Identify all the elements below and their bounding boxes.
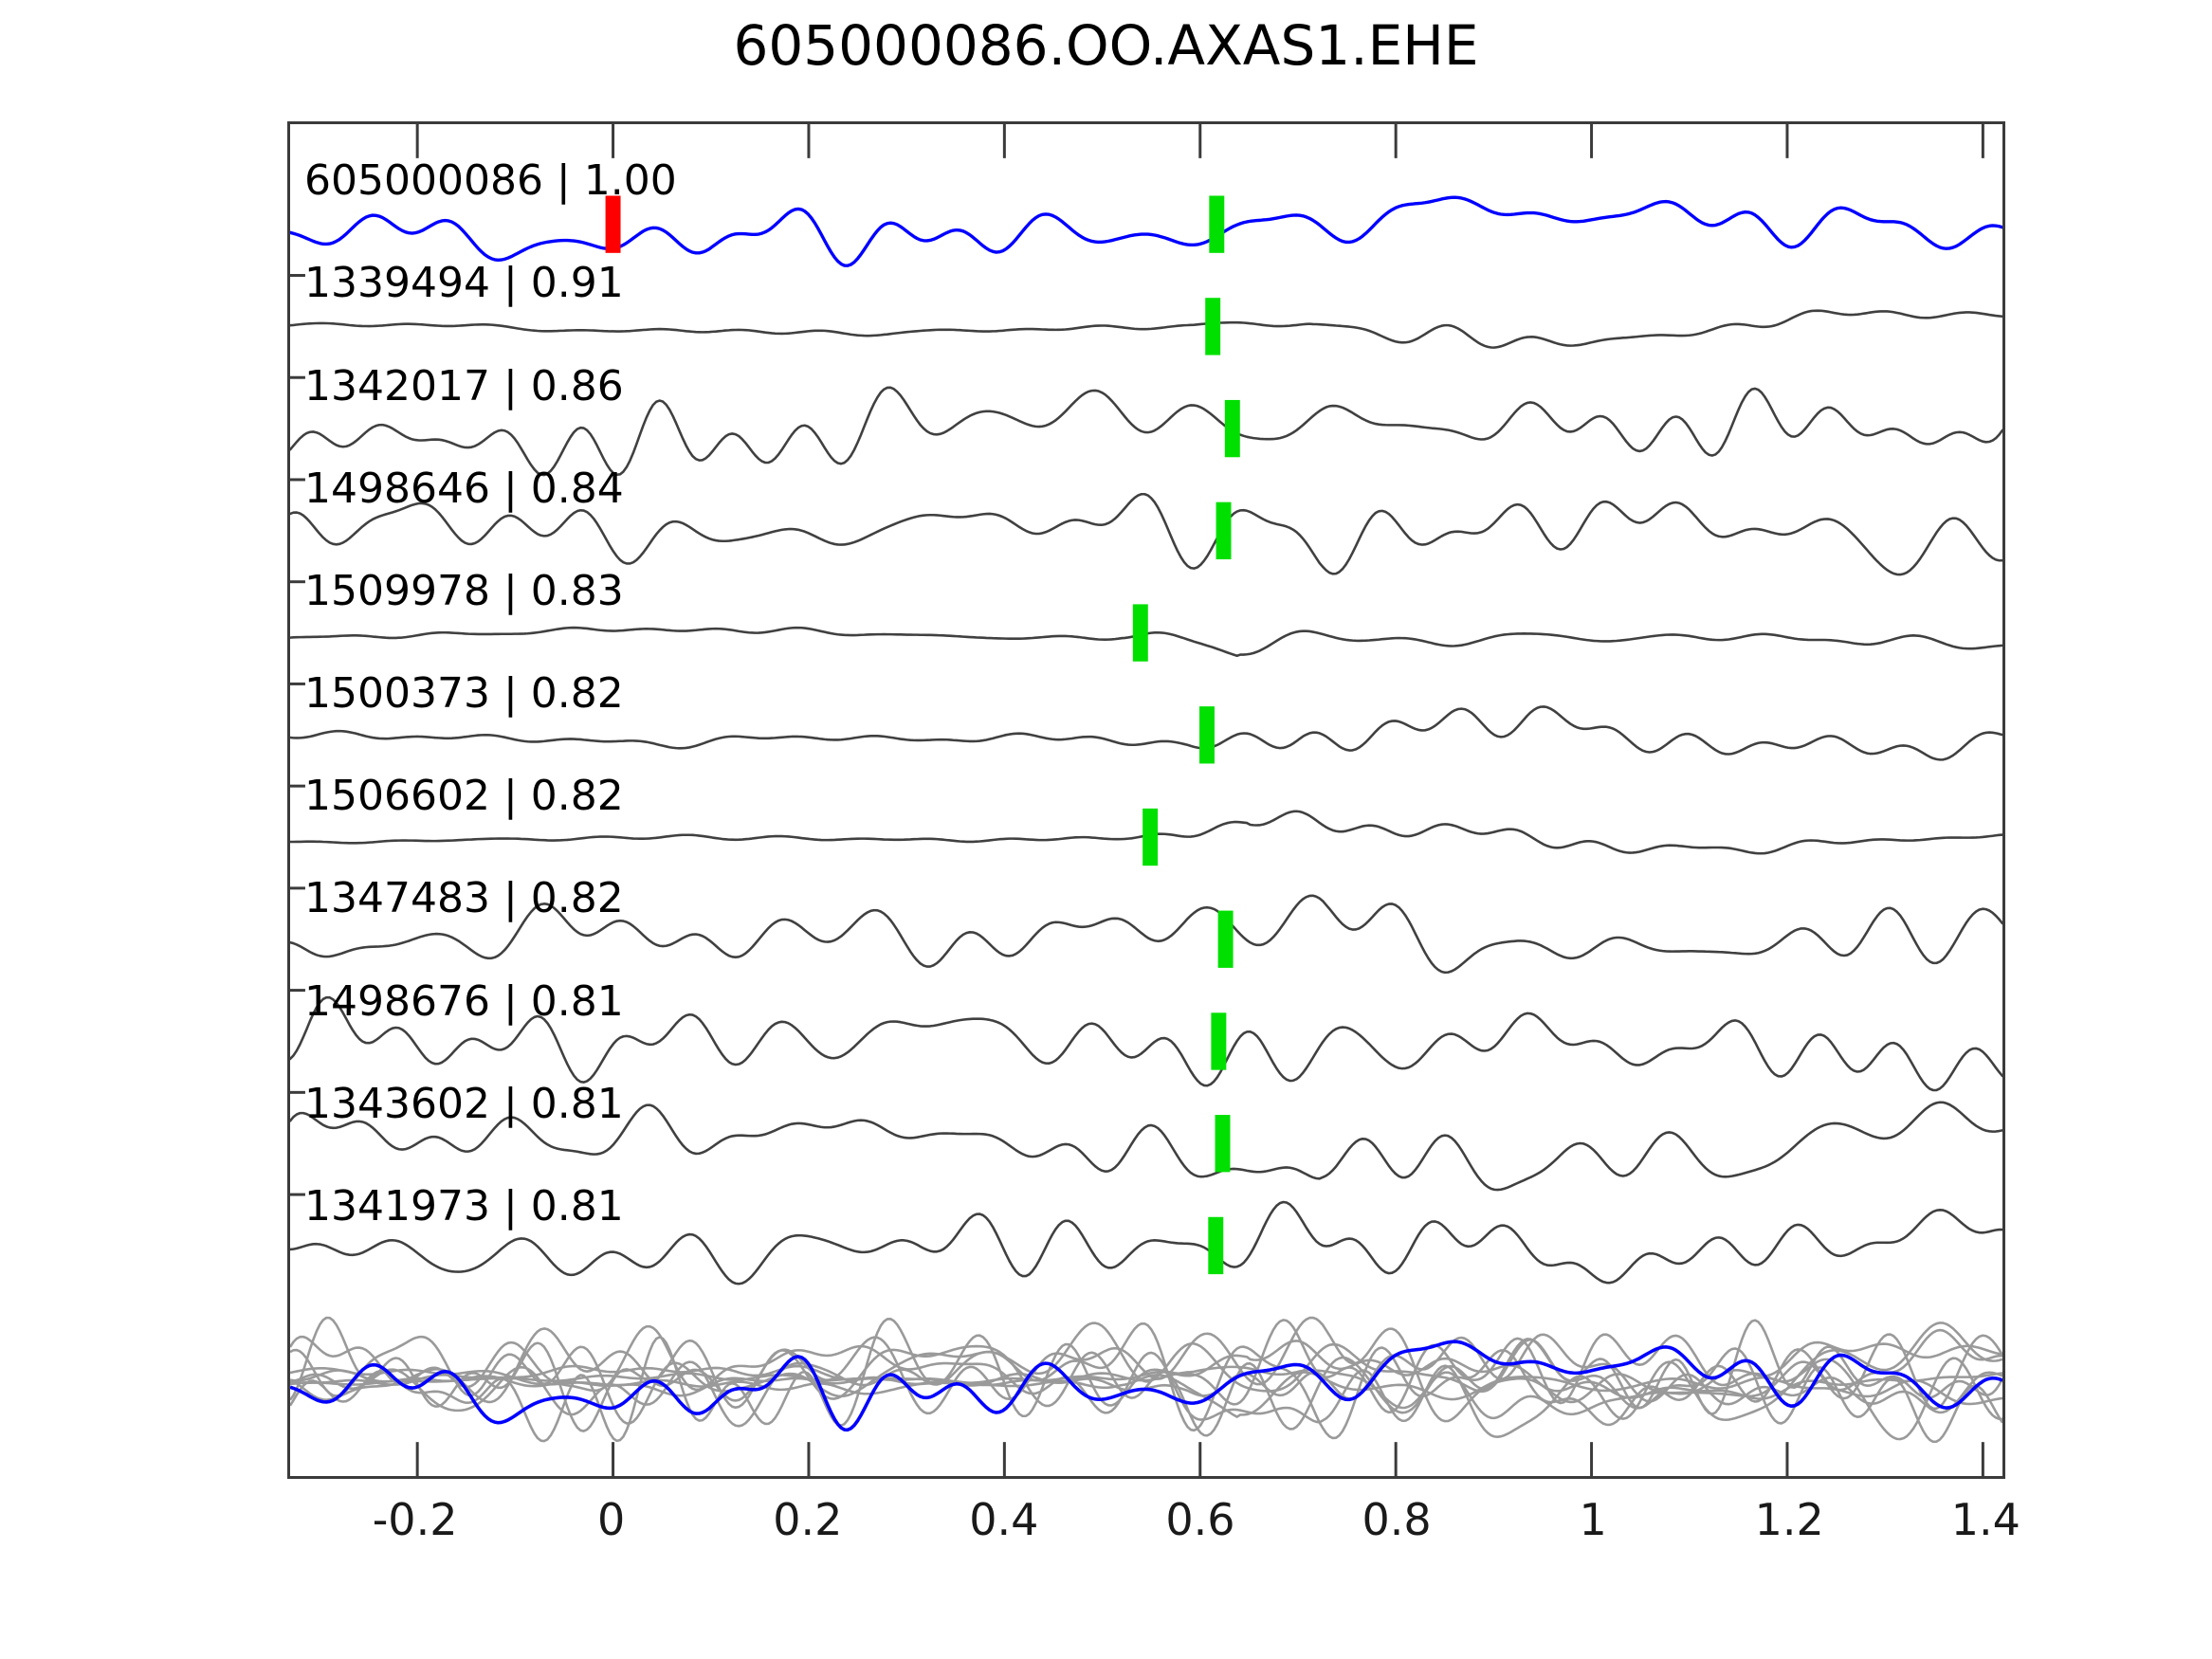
trace-label: 1509978 | 0.83 [304,566,624,615]
pick-marker [1215,1115,1231,1173]
trace-label: 1341973 | 0.81 [304,1182,624,1231]
trace-label: 1339494 | 0.91 [304,259,624,308]
trace-line [290,995,2002,1092]
trace-label: 1500373 | 0.82 [304,669,624,719]
pick-marker [1199,706,1215,764]
pick-marker [1208,1216,1224,1275]
figure-title: 605000086.OO.AXAS1.EHE [733,13,1479,78]
x-tick-label: 1.2 [1754,1494,1824,1545]
pick-marker [1217,910,1234,968]
pick-marker [1209,195,1225,253]
trace-label: 1343602 | 0.81 [304,1079,624,1128]
trace-label: 1506602 | 0.82 [304,772,624,821]
x-tick-label: 1 [1579,1494,1607,1545]
pick-marker [1132,604,1148,662]
trace-label: 1342017 | 0.86 [304,361,624,410]
trace-line [290,492,2002,576]
trace-label: 605000086 | 1.00 [304,156,677,206]
overlay-trace [290,1319,2002,1428]
overlay-trace [290,1322,2002,1441]
axis-ticks [290,124,1984,1476]
trace-line [290,386,2002,477]
trace-label: 1498676 | 0.81 [304,976,624,1026]
x-tick-label: 0.6 [1165,1494,1235,1545]
x-tick-label: 1.4 [1950,1494,2020,1545]
pick-marker [1216,501,1232,559]
overlay-template-trace [290,1340,2002,1432]
pick-markers [605,195,1240,1275]
pick-marker [605,195,621,253]
x-tick-label: 0 [597,1494,626,1545]
overlay-panel [290,1316,2002,1444]
pick-marker [1224,399,1240,458]
trace-line [290,309,2002,349]
x-tick-label: 0.2 [773,1494,843,1545]
x-tick-label: -0.2 [372,1494,458,1545]
trace-label: 1347483 | 0.82 [304,874,624,923]
plot-axes [287,121,2005,1479]
pick-marker [1211,1012,1227,1070]
trace-line [290,1101,2002,1192]
pick-marker [1205,298,1221,356]
overlay-trace [290,1322,2002,1438]
x-tick-label: 0.8 [1362,1494,1432,1545]
trace-line [290,1200,2002,1285]
pick-marker [1143,808,1159,866]
trace-line [290,894,2002,975]
waveform-plot [290,124,2002,1476]
trace-label: 1498646 | 0.84 [304,464,624,513]
trace-line [290,195,2002,267]
trace-line [290,705,2002,761]
x-tick-label: 0.4 [969,1494,1039,1545]
